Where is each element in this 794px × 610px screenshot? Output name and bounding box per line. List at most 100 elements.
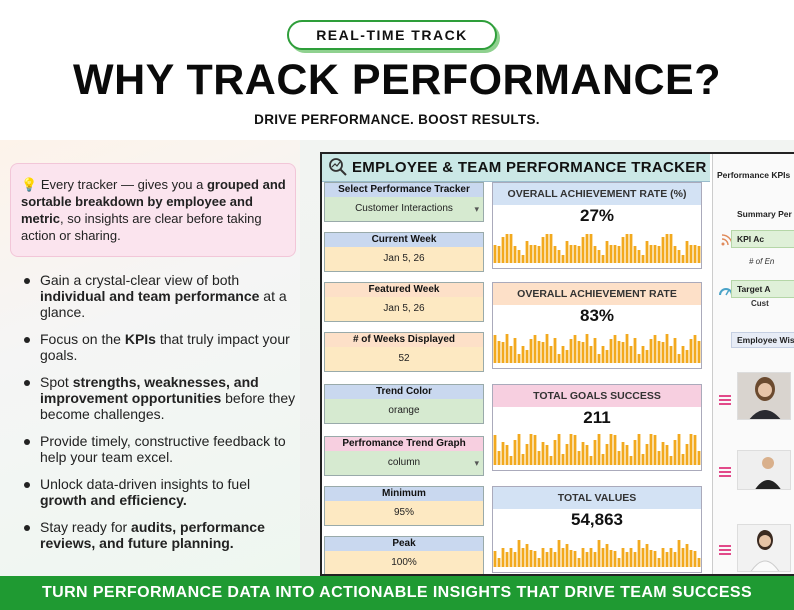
- list-menu-icon[interactable]: [719, 466, 731, 478]
- kpi-panel-value: 27%: [579, 206, 615, 225]
- trend-bar: [517, 250, 521, 263]
- sheet-title: EMPLOYEE & TEAM PERFORMANCE TRACKER: [352, 159, 707, 176]
- trend-bar: [525, 544, 529, 567]
- setting-value[interactable]: Jan 5, 26: [325, 247, 483, 271]
- trend-bar: [641, 454, 645, 465]
- trend-bar: [545, 334, 549, 363]
- trend-bar: [553, 440, 557, 465]
- setting-label: Select Performance Tracker: [325, 183, 483, 197]
- trend-bar: [501, 342, 505, 363]
- dropdown-arrow-icon[interactable]: ▾: [474, 204, 479, 214]
- employee-label: Employee Wis: [737, 335, 794, 345]
- trend-bar: [685, 241, 689, 263]
- trend-bar: [633, 440, 637, 465]
- trend-bar: [529, 339, 533, 363]
- trend-bar: [601, 346, 605, 363]
- benefit-text-pre: Spot: [40, 374, 73, 390]
- trend-bar: [697, 451, 701, 465]
- trend-bar: [597, 250, 601, 263]
- trend-bar: [673, 338, 677, 363]
- kpi-panel-label: TOTAL GOALS SUCCESS: [493, 385, 701, 407]
- trend-bar: [697, 246, 701, 263]
- trend-bar: [581, 342, 585, 363]
- trend-bar: [569, 550, 573, 567]
- trend-bar: [617, 451, 621, 465]
- trend-bar: [653, 551, 657, 567]
- setting-value-text: 52: [398, 353, 410, 364]
- magnifier-chart-icon: [329, 158, 347, 176]
- trend-bar: [529, 434, 533, 465]
- trend-bar: [657, 246, 661, 263]
- trend-bar: [653, 435, 657, 465]
- setting-value[interactable]: column ▾: [325, 451, 483, 475]
- trend-bar: [613, 435, 617, 465]
- trend-bar: [553, 552, 557, 567]
- page-subtitle: DRIVE PERFORMANCE. BOOST RESULTS.: [254, 112, 540, 127]
- benefit-item: Provide timely, constructive feedback to…: [22, 433, 297, 465]
- trend-bar: [649, 339, 653, 363]
- trend-bar: [549, 234, 553, 263]
- trend-bar: [493, 245, 497, 263]
- trend-bar: [689, 434, 693, 465]
- trend-bar: [665, 234, 669, 263]
- trend-bar: [597, 354, 601, 363]
- trend-bar: [617, 558, 621, 567]
- trend-bar: [573, 245, 577, 263]
- trend-bar: [581, 548, 585, 567]
- trend-bar: [673, 246, 677, 263]
- setting-field: Minimum 95%: [324, 486, 484, 526]
- trend-bar: [569, 245, 573, 263]
- trend-bar: [505, 234, 509, 263]
- setting-value[interactable]: 52: [325, 347, 483, 371]
- trend-bar: [549, 456, 553, 465]
- trend-bar: [693, 245, 697, 263]
- kpi-panel: OVERALL ACHIEVEMENT RATE 83%: [492, 282, 702, 369]
- trend-bar: [601, 454, 605, 465]
- trend-bar: [541, 342, 545, 363]
- setting-value[interactable]: Jan 5, 26: [325, 297, 483, 321]
- setting-value-text: orange: [388, 405, 420, 416]
- list-menu-icon[interactable]: [719, 394, 731, 406]
- benefit-text-bold: growth and efficiency.: [40, 492, 187, 508]
- setting-value[interactable]: 100%: [325, 551, 483, 574]
- trend-bar: [609, 339, 613, 363]
- trend-bar: [661, 342, 665, 363]
- trend-bar: [629, 346, 633, 363]
- employee-photo-1: [737, 372, 791, 420]
- list-menu-icon[interactable]: [719, 544, 731, 556]
- trend-bar: [605, 241, 609, 263]
- trend-bar: [585, 552, 589, 567]
- trend-bar: [577, 246, 581, 263]
- trend-bar: [561, 255, 565, 263]
- trend-bar: [525, 444, 529, 465]
- trend-bar: [561, 454, 565, 465]
- trend-bar: [505, 334, 509, 363]
- setting-value[interactable]: orange: [325, 399, 483, 423]
- trend-bar: [565, 444, 569, 465]
- trend-bar: [633, 552, 637, 567]
- trend-bar: [565, 544, 569, 567]
- trend-bar: [585, 234, 589, 263]
- trend-bar: [689, 245, 693, 263]
- trend-bar: [649, 434, 653, 465]
- setting-value[interactable]: Customer Interactions ▾: [325, 197, 483, 221]
- tip-text-bold: grouped and sortable breakdown by employ…: [21, 177, 286, 226]
- trend-bar: [661, 237, 665, 263]
- trend-bar: [625, 334, 629, 363]
- kpi-ac-sub: # of En: [749, 257, 775, 266]
- trend-bar: [569, 434, 573, 465]
- trend-bar: [669, 548, 673, 567]
- setting-value[interactable]: 95%: [325, 501, 483, 525]
- dropdown-arrow-icon[interactable]: ▾: [474, 458, 479, 468]
- trend-bar: [577, 341, 581, 363]
- trend-bar: [521, 454, 525, 465]
- trend-column-chart: [493, 434, 701, 465]
- real-time-badge: REAL-TIME TRACK: [287, 20, 497, 50]
- benefit-list: Gain a crystal-clear view of both indivi…: [22, 272, 297, 562]
- benefit-text-post: before they become challenges.: [40, 390, 296, 422]
- trend-bar: [665, 445, 669, 465]
- trend-bar: [613, 335, 617, 363]
- trend-bar: [673, 440, 677, 465]
- page-title: WHY TRACK PERFORMANCE?: [72, 56, 722, 104]
- trend-bar: [661, 548, 665, 567]
